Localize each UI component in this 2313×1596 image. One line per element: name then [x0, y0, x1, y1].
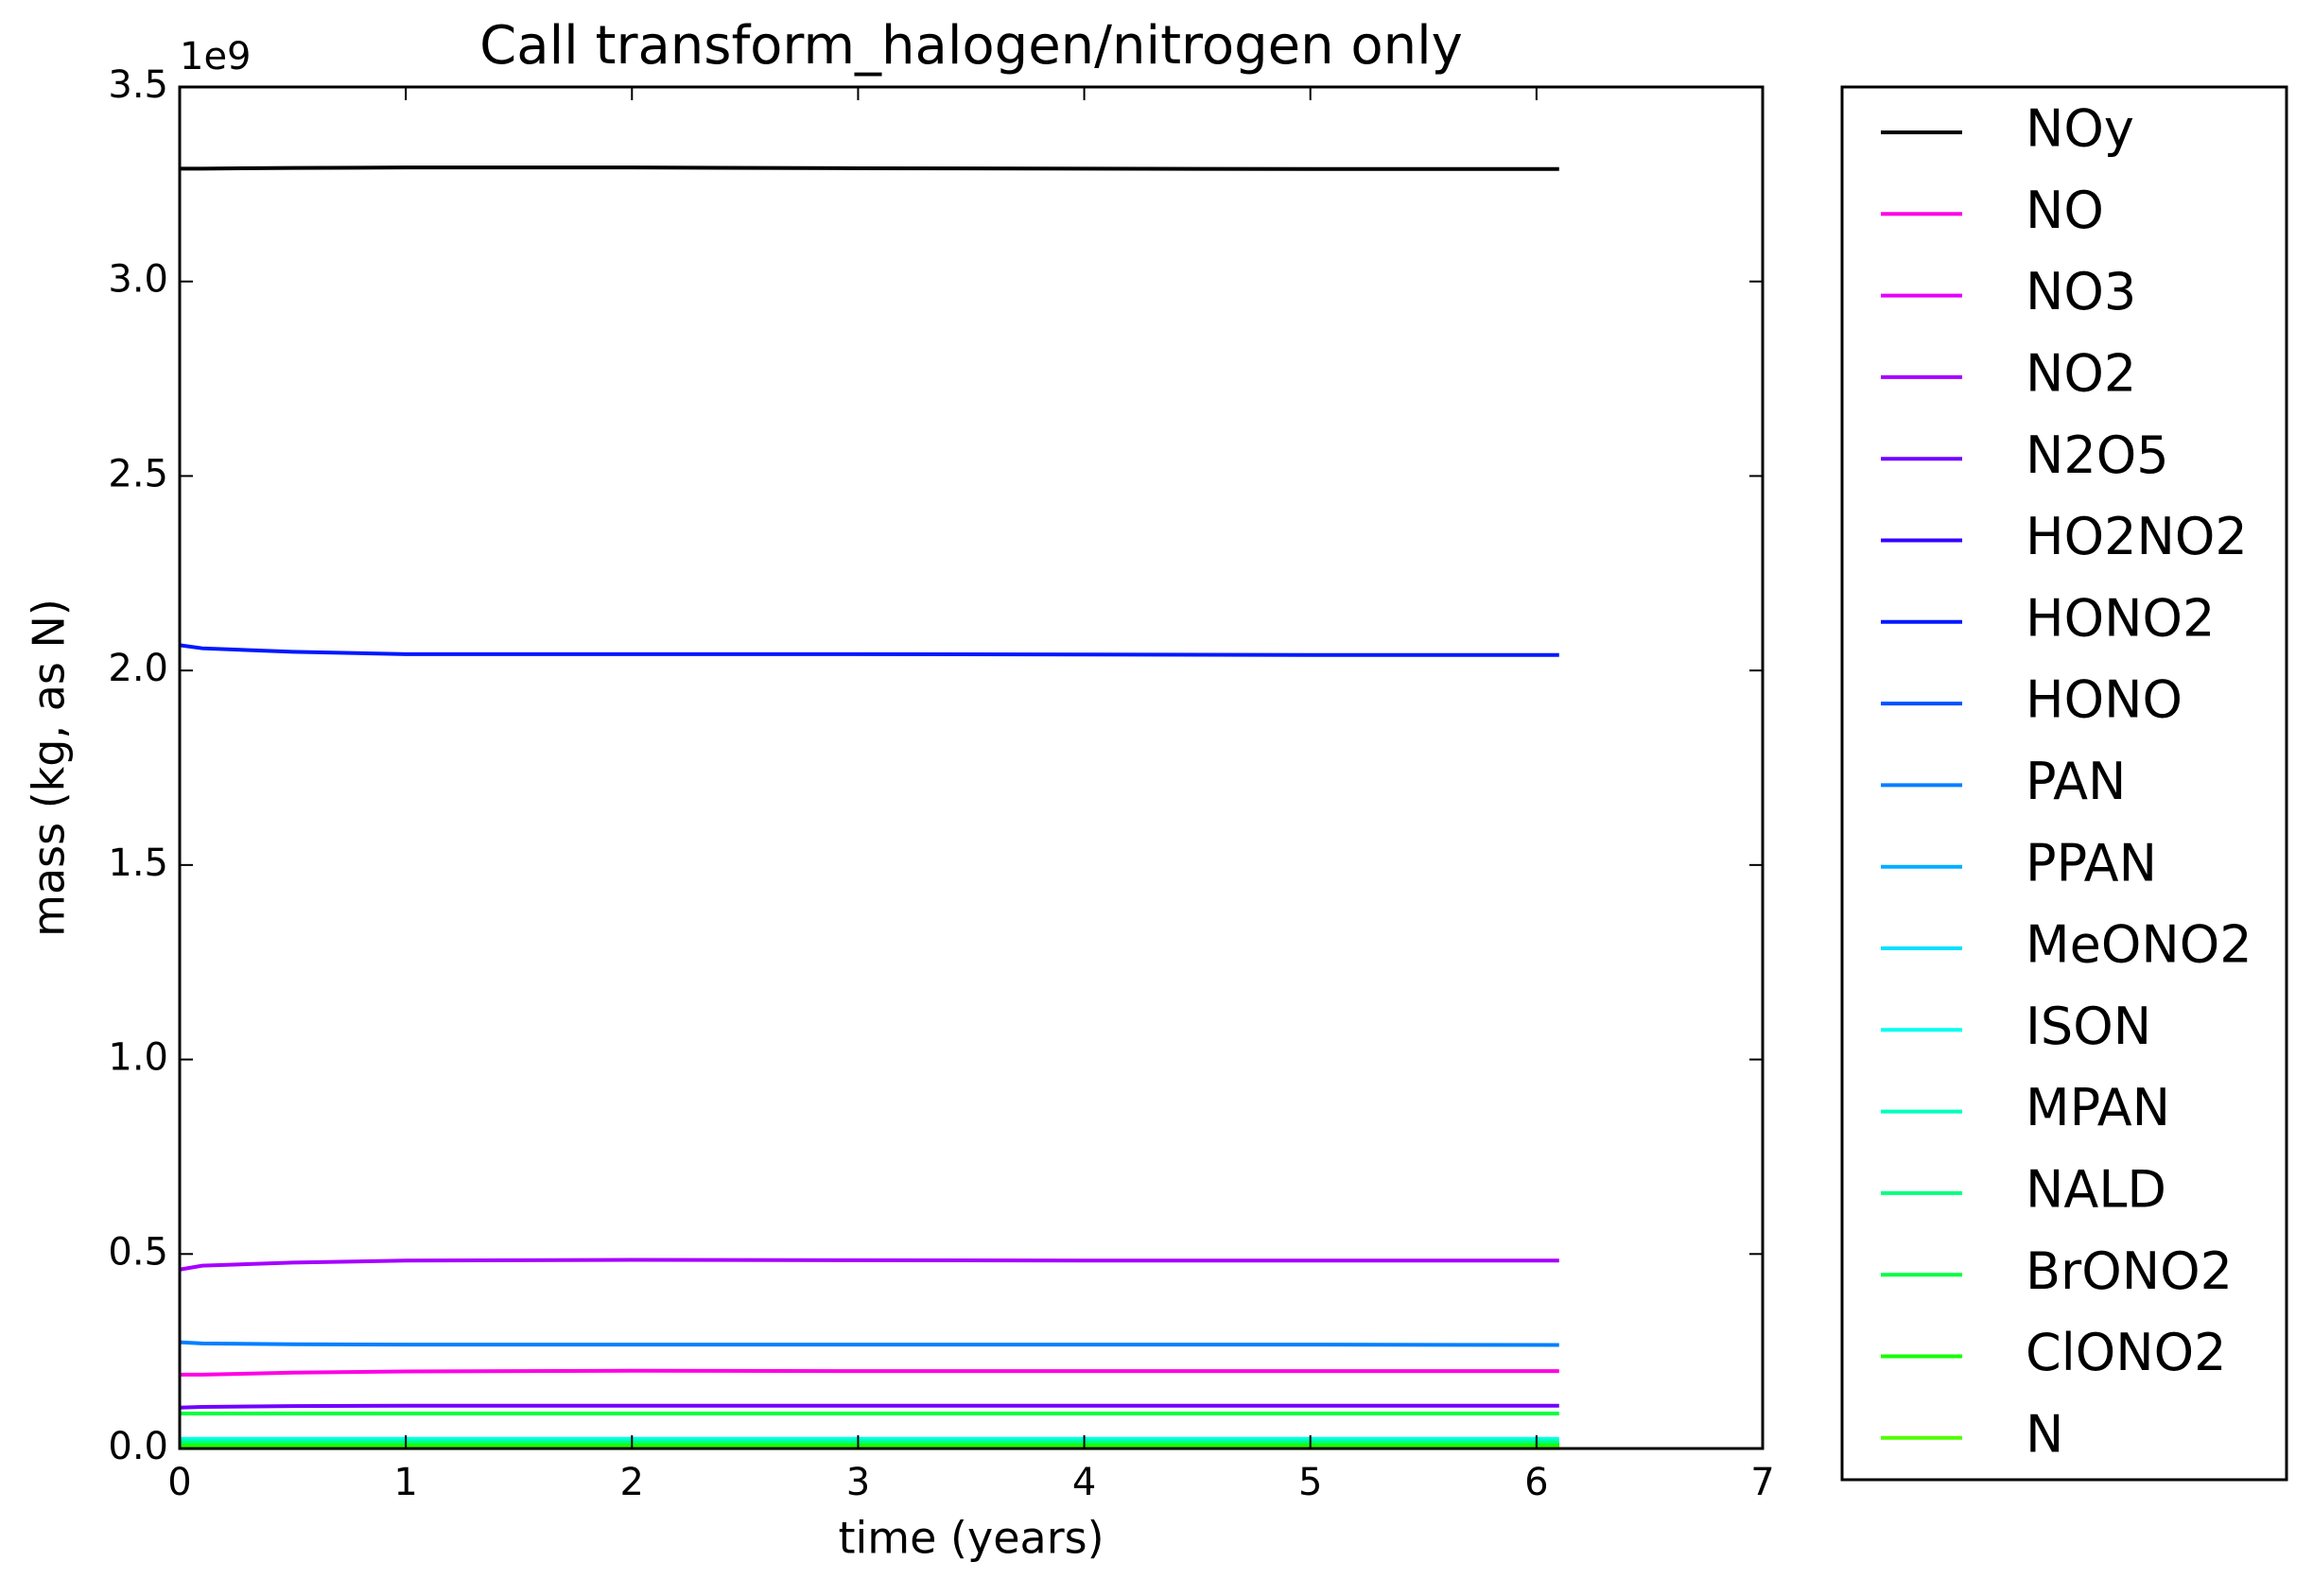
- x-tick-label: 4: [1072, 1461, 1096, 1504]
- x-tick-label: 1: [393, 1461, 417, 1504]
- y-axis-label: mass (kg, as N): [24, 598, 75, 937]
- legend-label: NALD: [2026, 1160, 2166, 1220]
- legend-label: HONO2: [2026, 588, 2215, 648]
- series-line: [179, 1258, 1559, 1272]
- x-tick-label: 6: [1524, 1461, 1548, 1504]
- legend-label: MPAN: [2026, 1078, 2170, 1137]
- legend-label: NO: [2026, 181, 2104, 240]
- y-tick-label: 2.5: [108, 452, 168, 495]
- y-tick-label: 2.0: [108, 647, 168, 690]
- legend-label: ISON: [2026, 997, 2151, 1056]
- x-tick-label: 2: [620, 1461, 644, 1504]
- series-line: [179, 1403, 1559, 1410]
- legend-label: N2O5: [2026, 425, 2169, 485]
- series-line: [179, 643, 1559, 657]
- legend-label: HO2NO2: [2026, 507, 2248, 566]
- legend-label: NO3: [2026, 262, 2136, 321]
- plot-frame: [178, 85, 1765, 1450]
- legend-label: ClONO2: [2026, 1323, 2226, 1382]
- legend-label: N: [2026, 1404, 2063, 1464]
- x-tick-label: 3: [846, 1461, 870, 1504]
- chart-title: Call transform_halogen/nitrogen only: [479, 15, 1463, 77]
- y-tick-label: 3.0: [108, 258, 168, 302]
- y-tick-label: 0.0: [108, 1425, 168, 1468]
- series-line: [180, 165, 1559, 171]
- legend-label: NO2: [2026, 344, 2136, 404]
- legend-label: BrONO2: [2026, 1241, 2233, 1301]
- x-tick-label: 5: [1298, 1461, 1322, 1504]
- legend-label: NOy: [2026, 99, 2134, 159]
- y-offset-label: 1e9: [180, 35, 252, 78]
- x-tick-label: 7: [1750, 1461, 1774, 1504]
- y-tick-label: 1.5: [108, 841, 168, 885]
- legend-label: PAN: [2026, 752, 2126, 811]
- x-axis-label: time (years): [838, 1513, 1104, 1564]
- legend-label: HONO: [2026, 670, 2183, 730]
- y-tick-label: 0.5: [108, 1230, 168, 1274]
- y-tick-label: 1.0: [108, 1036, 168, 1080]
- legend-label: MeONO2: [2026, 915, 2252, 975]
- series-line: [180, 1368, 1559, 1377]
- series-line: [179, 1340, 1559, 1347]
- legend-label: PPAN: [2026, 833, 2157, 893]
- x-tick-label: 0: [167, 1461, 191, 1504]
- y-tick-label: 3.5: [108, 63, 168, 107]
